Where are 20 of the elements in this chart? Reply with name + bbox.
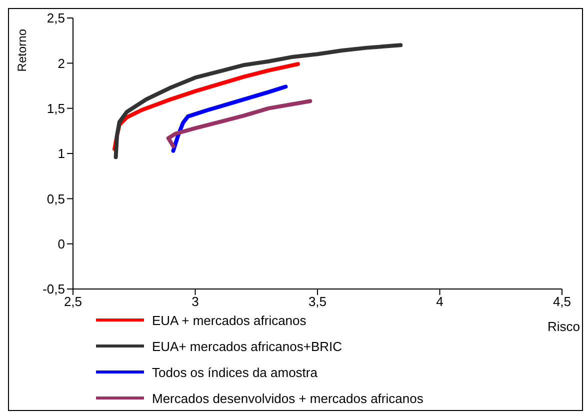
- legend-label: EUA+ mercados africanos+BRIC: [152, 338, 342, 354]
- line-series: [166, 99, 312, 148]
- y-tick-label: 2: [58, 56, 65, 71]
- x-tick-label: 3: [192, 294, 199, 310]
- y-tick-label: 0: [58, 236, 65, 252]
- legend-label: Todos os índices da amostra: [152, 364, 318, 380]
- x-tick-label: 4,5: [552, 294, 572, 310]
- y-tick-label: 1,5: [46, 100, 65, 116]
- x-tick-label: 3,5: [308, 294, 327, 310]
- y-axis-title: Retorno: [15, 29, 29, 72]
- y-tick-label: 0,5: [46, 191, 65, 206]
- y-tick-label: 2,5: [46, 10, 65, 26]
- y-tick-label: -0,5: [42, 282, 65, 297]
- x-axis-title: Risco: [547, 319, 580, 334]
- y-tick-label: 1: [58, 146, 65, 162]
- line-series: [114, 43, 403, 160]
- legend-label: EUA + mercados africanos: [152, 312, 306, 328]
- line-series: [171, 84, 288, 153]
- x-tick-label: 4: [436, 294, 444, 310]
- legend-label: Mercados desenvolvidos + mercados africanos: [152, 390, 424, 406]
